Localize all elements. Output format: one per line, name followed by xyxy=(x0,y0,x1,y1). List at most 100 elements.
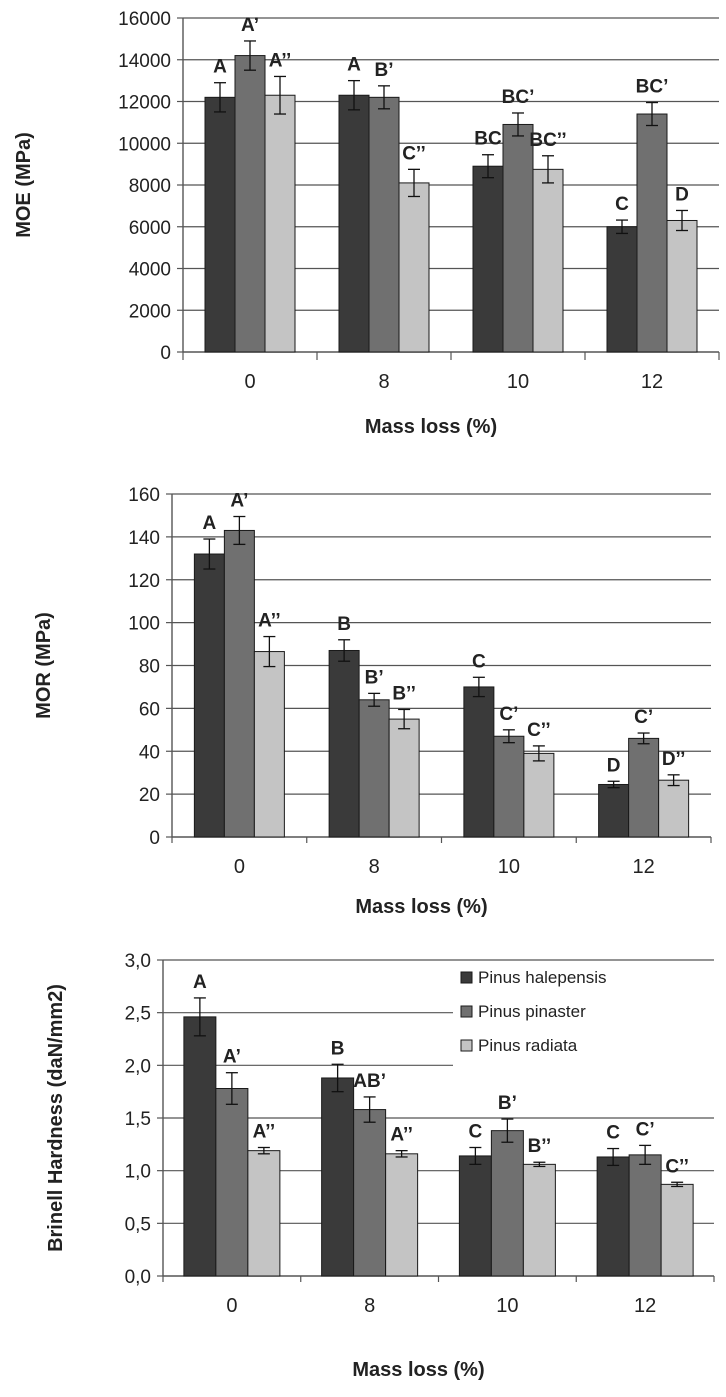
data-label: C’’ xyxy=(665,1156,689,1177)
data-label: B’ xyxy=(375,60,394,81)
data-label: A’ xyxy=(241,15,259,36)
y-tick-label: 0,0 xyxy=(125,1267,151,1288)
x-axis-title: Mass loss (%) xyxy=(365,416,497,438)
bar xyxy=(353,1109,387,1277)
x-tick-label: 12 xyxy=(633,856,655,878)
bar xyxy=(490,1130,524,1277)
bar xyxy=(666,219,698,353)
legend-swatch xyxy=(460,1005,473,1018)
y-tick-label: 2,0 xyxy=(125,1056,151,1077)
x-tick-label: 8 xyxy=(369,856,380,878)
y-tick-label: 40 xyxy=(139,742,160,763)
y-tick-label: 60 xyxy=(139,699,160,720)
data-label: B xyxy=(331,1038,345,1059)
data-label: D xyxy=(675,184,689,205)
bar xyxy=(502,123,534,353)
data-label: A xyxy=(193,972,207,993)
y-axis-title: MOR (MPa) xyxy=(33,612,55,719)
legend-label: Pinus radiata xyxy=(478,1036,578,1055)
data-label: B’’ xyxy=(528,1136,552,1157)
legend-label: Pinus halepensis xyxy=(478,968,607,987)
y-tick-label: 160 xyxy=(128,485,160,506)
data-label: B xyxy=(337,614,351,635)
y-tick-label: 2000 xyxy=(129,301,171,322)
y-tick-label: 140 xyxy=(128,528,160,549)
y-tick-label: 3,0 xyxy=(125,951,151,972)
data-label: A’’ xyxy=(269,50,292,71)
y-tick-label: 16000 xyxy=(118,9,171,30)
legend-background xyxy=(453,964,715,1070)
x-axis-title: Mass loss (%) xyxy=(355,896,487,918)
bar xyxy=(658,779,690,838)
bar xyxy=(628,737,660,838)
bar xyxy=(223,529,255,838)
bar xyxy=(247,1150,281,1277)
x-tick-label: 12 xyxy=(641,371,663,393)
data-label: A xyxy=(213,57,227,78)
data-label: C’ xyxy=(634,707,653,728)
x-tick-label: 8 xyxy=(364,1295,375,1317)
bar xyxy=(385,1153,419,1277)
data-label: A’ xyxy=(230,491,248,512)
x-tick-label: 0 xyxy=(226,1295,237,1317)
bar xyxy=(532,168,564,353)
data-label: D xyxy=(607,755,621,776)
x-tick-label: 0 xyxy=(234,856,245,878)
bar xyxy=(458,1155,492,1277)
x-tick-label: 12 xyxy=(634,1295,656,1317)
data-label: BC xyxy=(474,129,502,150)
bar xyxy=(264,94,296,353)
y-tick-label: 0 xyxy=(149,828,160,849)
x-tick-label: 10 xyxy=(496,1295,518,1317)
data-label: D’’ xyxy=(662,749,686,770)
bar xyxy=(338,94,370,353)
y-tick-label: 0 xyxy=(160,343,171,364)
data-label: B’’ xyxy=(392,683,416,704)
x-axis-title: Mass loss (%) xyxy=(352,1359,484,1381)
data-label: A’’ xyxy=(258,611,281,632)
y-tick-label: 14000 xyxy=(118,51,171,72)
y-tick-label: 2,5 xyxy=(125,1004,151,1025)
x-tick-label: 10 xyxy=(507,371,529,393)
legend-label: Pinus pinaster xyxy=(478,1002,586,1021)
chart-1: 0 2000 4000 6000 8000 10000 12000 14000 16000 0 8 1… xyxy=(13,9,720,438)
legend: Pinus halepensis Pinus pinaster Pinus radi… xyxy=(453,964,715,1070)
data-label: BC’ xyxy=(636,77,669,98)
data-label: BC’’ xyxy=(529,130,566,151)
legend-swatch xyxy=(460,1039,473,1052)
chart-3: 0,0 0,5 1,0 1,5 2,0 2,5 3,0 0 8 10 12 A B C C A’ AB’ B’ C’… xyxy=(45,951,715,1381)
bar xyxy=(253,651,285,838)
bar xyxy=(523,752,555,838)
bar xyxy=(328,649,360,838)
y-tick-label: 1,0 xyxy=(125,1162,151,1183)
y-tick-label: 4000 xyxy=(129,260,171,281)
bar xyxy=(522,1163,556,1277)
chart-2: 0 20 40 60 80 100 120 140 160 0 8 10 12 A B C D A’ B’ C’ C’ A… xyxy=(33,485,712,918)
y-axis-title: MOE (MPa) xyxy=(13,132,35,238)
data-label: A xyxy=(347,55,361,76)
bar xyxy=(660,1183,694,1277)
bar xyxy=(628,1154,662,1277)
bar xyxy=(472,165,504,353)
y-tick-label: 0,5 xyxy=(125,1214,151,1235)
y-tick-label: 1,5 xyxy=(125,1109,151,1130)
data-label: C’’ xyxy=(402,143,426,164)
bar xyxy=(234,55,266,353)
bar xyxy=(215,1088,249,1277)
bar xyxy=(358,699,390,838)
data-label: A xyxy=(203,513,217,534)
y-tick-label: 6000 xyxy=(129,218,171,239)
y-tick-label: 10000 xyxy=(118,134,171,155)
y-tick-label: 120 xyxy=(128,571,160,592)
y-axis-title: Brinell Hardness (daN/mm2) xyxy=(45,984,67,1252)
data-label: B’ xyxy=(365,667,384,688)
legend-swatch xyxy=(460,971,473,984)
data-label: B’ xyxy=(498,1093,517,1114)
bar xyxy=(321,1077,355,1277)
data-label: C xyxy=(472,651,486,672)
data-label: A’’ xyxy=(253,1121,276,1142)
bar xyxy=(398,182,430,353)
bar xyxy=(368,96,400,353)
data-label: C’ xyxy=(499,704,518,725)
